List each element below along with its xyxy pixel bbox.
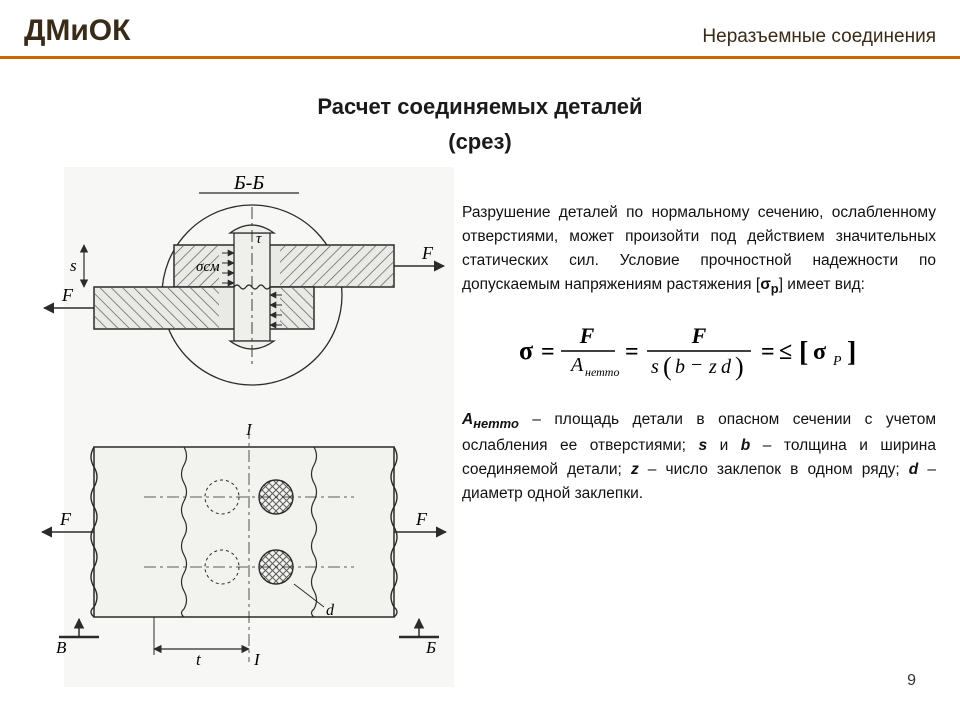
def-A-sub: нетто — [473, 416, 519, 431]
view-B-left: В — [56, 638, 67, 657]
topic-title: Неразъемные соединения — [702, 26, 936, 48]
def-t2: и — [707, 437, 741, 454]
view-B-right: Б — [425, 638, 436, 657]
engineering-diagram: Б-Б — [24, 167, 454, 687]
def-d: d — [909, 461, 918, 478]
dim-d: d — [326, 602, 335, 619]
svg-text:σ: σ — [519, 336, 533, 365]
sigma-cm-label: σсм — [196, 259, 220, 275]
para1-b: ] имеет вид: — [779, 276, 865, 293]
svg-text:]: ] — [847, 337, 856, 368]
text-column: Разрушение деталей по нормальному сечени… — [454, 167, 936, 692]
def-t4: – число заклепок в одном ряду; — [639, 461, 909, 478]
paragraph-1: Разрушение деталей по нормальному сечени… — [462, 201, 936, 299]
svg-text:): ) — [735, 352, 744, 381]
svg-text:s: s — [651, 356, 659, 378]
svg-text:−: − — [691, 354, 702, 376]
def-A: A — [462, 411, 473, 428]
definitions: Aнетто – площадь детали в опасном сечени… — [462, 408, 936, 506]
svg-text:нетто: нетто — [585, 365, 619, 379]
svg-text:P: P — [832, 354, 842, 369]
svg-text:=: = — [761, 339, 775, 365]
diagram-column: Б-Б — [24, 167, 454, 692]
force-F-bottom: F — [61, 285, 74, 305]
content-row: Б-Б — [0, 167, 960, 692]
svg-text:F: F — [579, 323, 595, 348]
tau-label: τ — [256, 231, 262, 247]
para1-sub-p: p — [771, 281, 779, 296]
svg-text:z: z — [708, 356, 717, 378]
dim-s: s — [70, 256, 77, 275]
force-F-right: F — [415, 509, 428, 529]
title-line-1: Расчет соединяемых деталей — [0, 89, 960, 124]
slide-title: Расчет соединяемых деталей (срез) — [0, 89, 960, 159]
section-label: Б-Б — [233, 172, 264, 194]
svg-text:F: F — [691, 323, 707, 348]
svg-text:d: d — [721, 356, 732, 378]
slide-header: ДМиОК Неразъемные соединения — [0, 0, 960, 59]
title-line-2: (срез) — [0, 124, 960, 159]
force-F-left: F — [59, 509, 72, 529]
svg-text:=: = — [625, 339, 639, 365]
formula-svg: σ = F A нетто = F s ( b − z d ) = — [489, 317, 909, 387]
page-number: 9 — [907, 672, 916, 690]
svg-text:(: ( — [663, 352, 672, 381]
def-b: b — [741, 437, 750, 454]
svg-text:b: b — [675, 356, 685, 378]
def-z: z — [631, 461, 639, 478]
formula: σ = F A нетто = F s ( b − z d ) = — [462, 317, 936, 392]
svg-text:A: A — [569, 354, 584, 376]
para1-sigma: σ — [760, 276, 771, 293]
svg-text:=: = — [541, 339, 555, 365]
def-s: s — [698, 437, 707, 454]
force-F-top: F — [421, 243, 434, 263]
svg-text:≤: ≤ — [779, 339, 792, 365]
course-code: ДМиОК — [24, 14, 130, 48]
svg-text:[: [ — [799, 337, 808, 368]
svg-text:σ: σ — [813, 339, 826, 365]
